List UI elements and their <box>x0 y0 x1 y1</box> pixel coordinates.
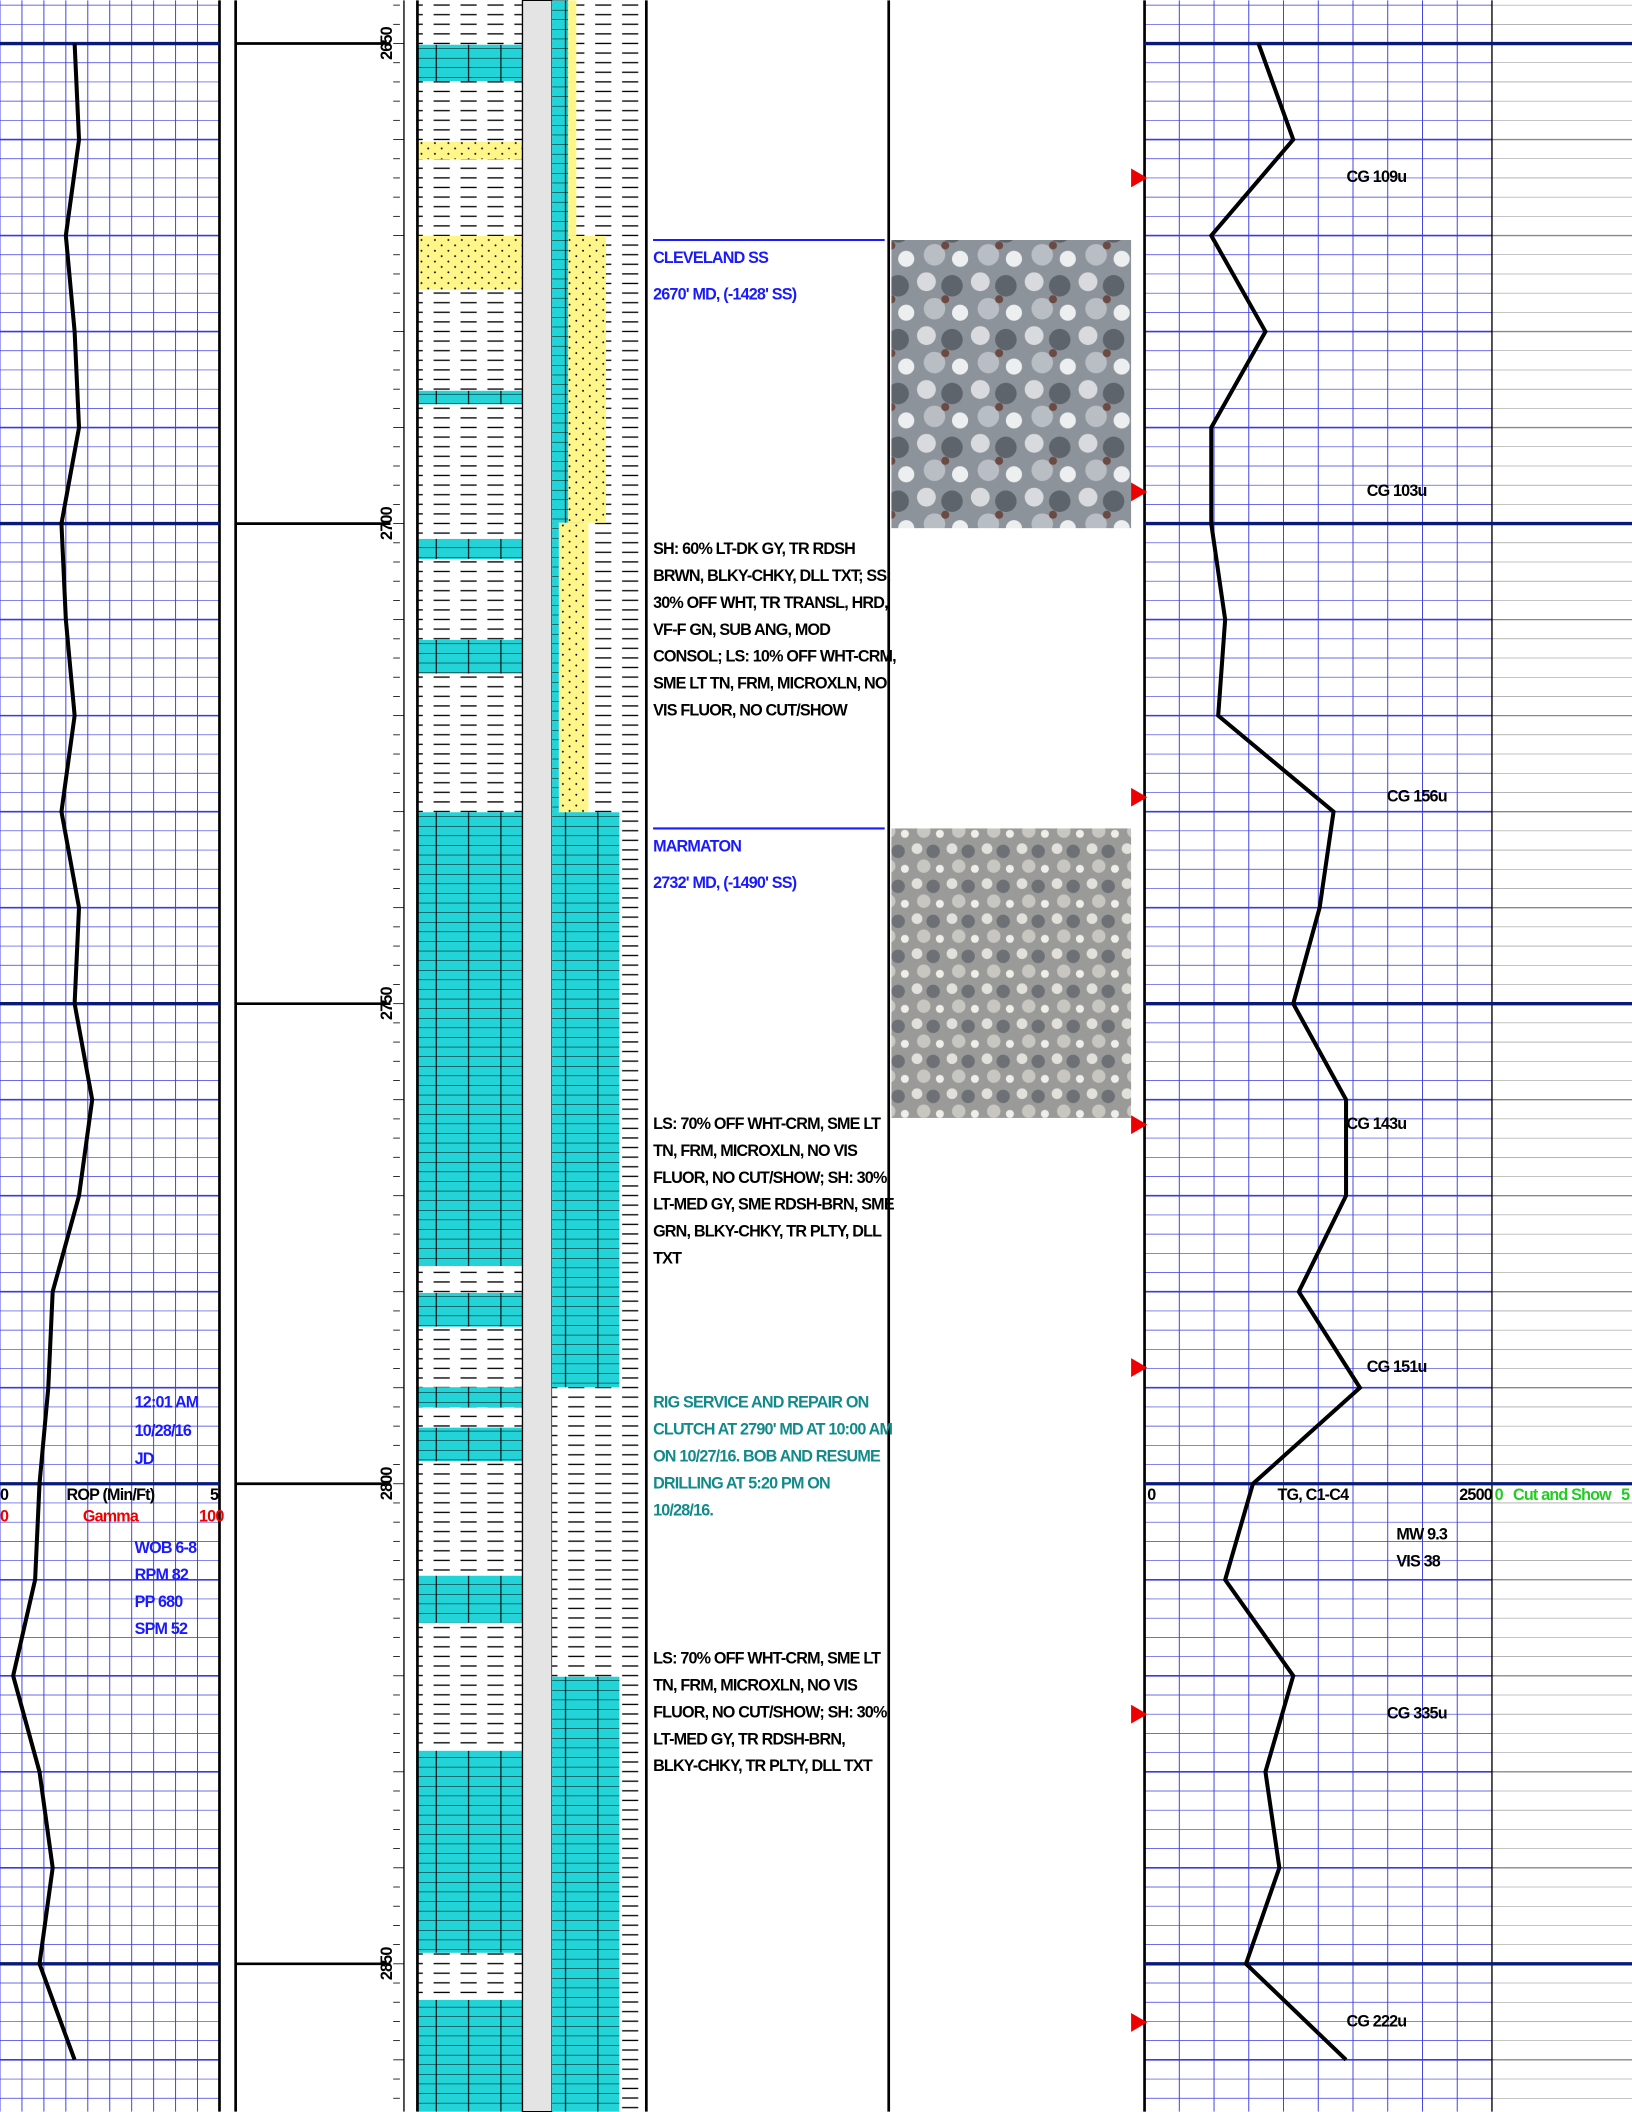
formation-depth: 2670' MD, (-1428' SS) <box>653 285 797 303</box>
rig-note: RIG SERVICE AND REPAIR ON <box>653 1394 869 1412</box>
lithology-description: VF-F GN, SUB ANG, MOD <box>653 621 830 639</box>
time-stamp: 10/28/16 <box>135 1422 192 1440</box>
lithology-description: FLUOR, NO CUT/SHOW; SH: 30% <box>653 1703 887 1721</box>
lithology-description: CONSOL; LS: 10% OFF WHT-CRM, <box>653 648 896 666</box>
gas-peak-label: CG 222u <box>1347 2013 1407 2031</box>
depth-label: 2650 <box>378 26 396 60</box>
depth-label: 2750 <box>378 987 396 1021</box>
track-header: TG, C1-C4 <box>1277 1486 1349 1504</box>
drilling-param: PP 680 <box>135 1593 184 1611</box>
gas-peak-label: CG 143u <box>1347 1115 1407 1133</box>
lithology <box>417 0 1131 2111</box>
drilling-param: SPM 52 <box>135 1620 188 1638</box>
lithology-description: LS: 70% OFF WHT-CRM, SME LT <box>653 1115 881 1133</box>
lithology-description: BRWN, BLKY-CHKY, DLL TXT; SS: <box>653 567 891 585</box>
rop-curve <box>13 44 92 2060</box>
gas-peak-label: CG 109u <box>1347 168 1407 186</box>
track-header: ROP (Min/Ft) <box>67 1486 155 1504</box>
track-borders <box>219 0 1491 2111</box>
rig-note: ON 10/27/16. BOB AND RESUME <box>653 1448 881 1466</box>
lithology-description: SME LT TN, FRM, MICROXLN, NO <box>653 675 887 693</box>
time-stamp: JD <box>135 1450 154 1468</box>
gas-peak-label: CG 156u <box>1387 788 1447 806</box>
lithology-description: TN, FRM, MICROXLN, NO VIS <box>653 1142 858 1160</box>
lithology-description: TN, FRM, MICROXLN, NO VIS <box>653 1676 858 1694</box>
mud-log: 2650 2700 2750 2800 2850 0 ROP (Min/Ft) 5 0 Gamma… <box>0 0 1632 2112</box>
lithology-description: VIS FLUOR, NO CUT/SHOW <box>653 702 848 720</box>
track-header: Cut and Show <box>1513 1486 1612 1504</box>
lithology-description: LT-MED GY, SME RDSH-BRN, SME <box>653 1196 895 1214</box>
gas-peak-label: CG 335u <box>1387 1704 1447 1722</box>
gas-curve <box>1211 44 1360 2060</box>
drilling-param: RPM 82 <box>135 1566 189 1584</box>
lithology-description: LT-MED GY, TR RDSH-BRN, <box>653 1730 845 1748</box>
formation-depth: 2732' MD, (-1490' SS) <box>653 874 797 892</box>
depth-label: 2700 <box>378 506 396 540</box>
rig-note: 10/28/16. <box>653 1501 713 1519</box>
track-header: 0 <box>1495 1486 1504 1504</box>
lithology-description: BLKY-CHKY, TR PLTY, DLL TXT <box>653 1757 873 1775</box>
gas-peak-label: CG 151u <box>1367 1358 1427 1376</box>
track-header: 2500 <box>1459 1486 1493 1504</box>
track-header: 5 <box>210 1486 219 1504</box>
lithology-description: TXT <box>653 1250 682 1268</box>
track-header: Gamma <box>83 1508 140 1526</box>
lithology-description: FLUOR, NO CUT/SHOW; SH: 30% <box>653 1169 887 1187</box>
formation-name: CLEVELAND SS <box>653 249 769 267</box>
track-header: 100 <box>199 1508 224 1526</box>
lithology-description: 30% OFF WHT, TR TRANSL, HRD, <box>653 594 888 612</box>
depth-label: 2850 <box>378 1947 396 1981</box>
rig-note: DRILLING AT 5:20 PM ON <box>653 1474 830 1492</box>
lithology-description: SH: 60% LT-DK GY, TR RDSH <box>653 540 855 558</box>
depth-label: 2800 <box>378 1467 396 1501</box>
lithology-description: LS: 70% OFF WHT-CRM, SME LT <box>653 1650 881 1668</box>
time-stamp: 12:01 AM <box>135 1394 199 1412</box>
track-header: 0 <box>1147 1486 1156 1504</box>
gas-peak-label: CG 103u <box>1367 482 1427 500</box>
formation-name: MARMATON <box>653 838 741 856</box>
mud-property: MW 9.3 <box>1396 1526 1448 1544</box>
track-header: 0 <box>0 1508 9 1526</box>
rig-note: CLUTCH AT 2790' MD AT 10:00 AM <box>653 1421 892 1439</box>
lithology-description: GRN, BLKY-CHKY, TR PLTY, DLL <box>653 1223 882 1241</box>
grid <box>0 0 1632 2111</box>
mud-property: VIS 38 <box>1396 1553 1440 1571</box>
track-header: 0 <box>0 1486 9 1504</box>
track-header: 5 <box>1621 1486 1630 1504</box>
drilling-param: WOB 6-8 <box>135 1539 197 1557</box>
